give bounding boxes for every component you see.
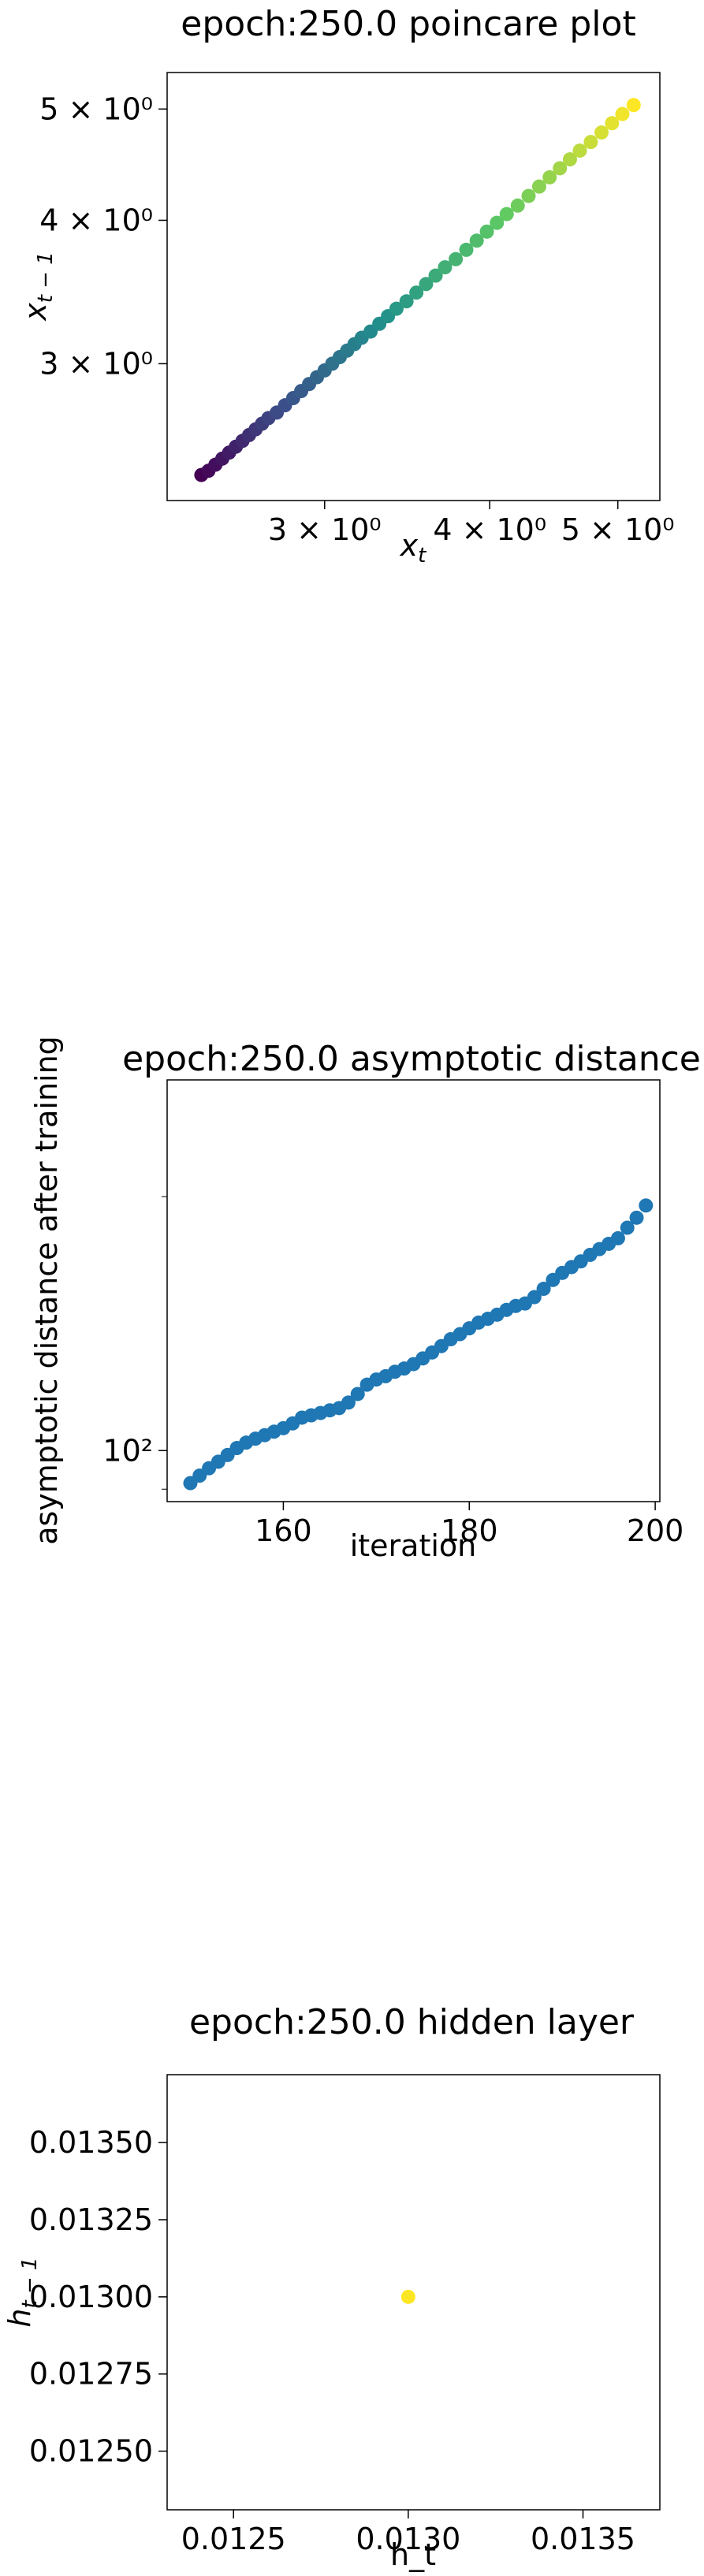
hidden-layer-chart: epoch:250.0 hidden layer 0.0125 0.0130 0.0… bbox=[2, 2002, 661, 2572]
data-point bbox=[620, 1220, 635, 1235]
data-point bbox=[438, 260, 453, 275]
data-point bbox=[629, 1210, 644, 1225]
x-tick-label: 180 bbox=[441, 1513, 498, 1548]
x-tick-label: 3 × 10⁰ bbox=[268, 512, 382, 547]
data-point bbox=[572, 143, 587, 158]
poincare-plot-chart: epoch:250.0 poincare plot 3 × 10⁰ 4 × 10⁰… bbox=[18, 4, 675, 568]
data-point bbox=[409, 285, 424, 300]
data-point bbox=[350, 1387, 365, 1402]
x-ticks: 0.0125 0.0130 0.0135 bbox=[181, 2510, 635, 2556]
x-tick-label: 0.0130 bbox=[356, 2522, 460, 2556]
x-tick-label: 5 × 10⁰ bbox=[561, 512, 675, 547]
asymptotic-distance-chart: epoch:250.0 asymptotic distance 160 180 20… bbox=[29, 1036, 701, 1563]
data-points bbox=[194, 98, 641, 482]
y-tick-label: 0.01300 bbox=[29, 2280, 153, 2314]
y-axis-label: xt − 1 bbox=[18, 251, 58, 322]
y-ticks: 10² bbox=[102, 1196, 167, 1490]
data-point bbox=[626, 98, 641, 113]
data-point bbox=[419, 277, 434, 292]
data-point bbox=[639, 1198, 654, 1213]
y-ticks: 3 × 10⁰ 4 × 10⁰ 5 × 10⁰ bbox=[39, 91, 167, 381]
data-point bbox=[428, 268, 443, 283]
data-point bbox=[562, 152, 577, 167]
data-point bbox=[490, 215, 505, 230]
x-axis-label: iteration bbox=[350, 1528, 477, 1563]
data-point bbox=[469, 233, 484, 248]
data-point bbox=[389, 301, 404, 316]
data-point bbox=[479, 224, 494, 239]
y-tick-label: 5 × 10⁰ bbox=[39, 91, 153, 126]
plot-area bbox=[166, 1079, 661, 1502]
y-tick-label: 0.01250 bbox=[29, 2434, 153, 2469]
x-axis-label: xt bbox=[400, 528, 427, 568]
data-point bbox=[610, 1230, 625, 1245]
y-tick-label: 10² bbox=[102, 1433, 153, 1468]
x-tick-label: 160 bbox=[255, 1513, 312, 1548]
y-tick-label: 0.01350 bbox=[29, 2125, 153, 2160]
plot-area bbox=[166, 2074, 661, 2511]
data-point bbox=[536, 1282, 551, 1297]
x-tick-label: 0.0125 bbox=[181, 2522, 286, 2556]
y-tick-label: 4 × 10⁰ bbox=[39, 203, 153, 237]
data-point bbox=[615, 106, 630, 121]
y-ticks: 0.01250 0.01275 0.01300 0.01325 0.01350 bbox=[29, 2125, 167, 2469]
data-point bbox=[594, 125, 609, 140]
chart-title: epoch:250.0 asymptotic distance bbox=[122, 1039, 701, 1079]
data-point bbox=[531, 179, 546, 194]
plot-area bbox=[166, 72, 661, 501]
x-tick-label: 4 × 10⁰ bbox=[433, 512, 546, 547]
y-tick-label: 3 × 10⁰ bbox=[39, 346, 153, 381]
x-ticks: 160 180 200 bbox=[255, 1502, 684, 1548]
data-point bbox=[583, 135, 598, 150]
x-tick-label: 200 bbox=[627, 1513, 684, 1548]
x-tick-label: 0.0135 bbox=[531, 2522, 635, 2556]
x-ticks: 3 × 10⁰ 4 × 10⁰ 5 × 10⁰ bbox=[268, 501, 675, 547]
data-point bbox=[542, 169, 557, 184]
data-points bbox=[183, 1198, 654, 1491]
data-point bbox=[399, 294, 414, 309]
data-point bbox=[449, 251, 464, 266]
data-point bbox=[510, 198, 525, 213]
y-tick-label: 0.01275 bbox=[29, 2357, 153, 2392]
x-axis-label: h_t bbox=[390, 2537, 436, 2572]
chart-title: epoch:250.0 poincare plot bbox=[181, 4, 635, 44]
chart-title: epoch:250.0 hidden layer bbox=[189, 2002, 635, 2042]
y-axis-label: ht − 1 bbox=[2, 2257, 42, 2327]
data-point bbox=[527, 1290, 542, 1305]
y-axis-label: asymptotic distance after training bbox=[29, 1036, 64, 1545]
y-tick-label: 0.01325 bbox=[29, 2202, 153, 2237]
data-point bbox=[521, 188, 536, 203]
data-points bbox=[400, 2289, 415, 2304]
data-point bbox=[553, 161, 568, 176]
data-point bbox=[605, 116, 620, 131]
data-point bbox=[499, 207, 514, 221]
data-point bbox=[400, 2289, 415, 2304]
data-point bbox=[459, 242, 474, 257]
data-point bbox=[341, 1395, 356, 1410]
